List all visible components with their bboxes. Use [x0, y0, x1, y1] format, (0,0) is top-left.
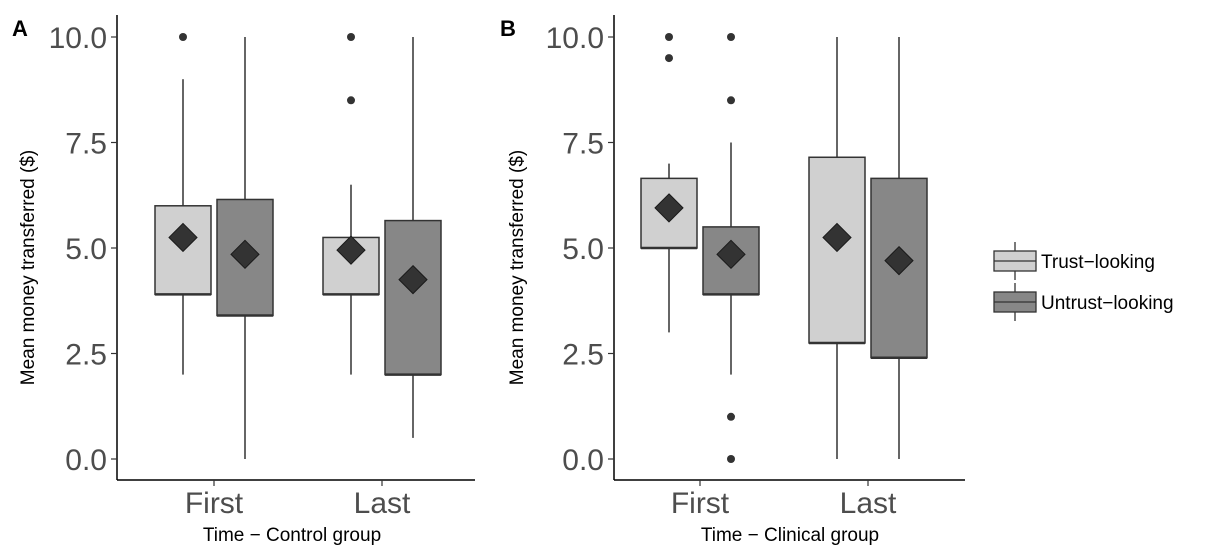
- y-tick-label: 0.0: [562, 444, 604, 477]
- outlier-point: [179, 33, 187, 41]
- outlier-point: [347, 96, 355, 105]
- legend-label: Untrust−looking: [1041, 293, 1174, 314]
- outlier-point: [727, 455, 735, 463]
- y-tick-label: 10.0: [49, 22, 107, 55]
- legend: Trust−looking Untrust−looking: [993, 242, 1174, 321]
- x-tick-label: Last: [354, 487, 411, 520]
- mean-marker: [230, 239, 260, 270]
- panel-tag: B: [500, 16, 516, 41]
- y-tick-label: 2.5: [562, 339, 604, 372]
- mean-marker: [398, 264, 428, 295]
- x-axis-title: Time − Clinical group: [701, 525, 879, 546]
- panel-a: A 0.0 2.5 5.0 7.5 10.0 First Last Time − Control…: [12, 15, 475, 546]
- y-tick-label: 2.5: [65, 339, 107, 372]
- outlier-point: [665, 33, 673, 41]
- x-tick-label: Last: [840, 487, 897, 520]
- y-tick-label: 5.0: [562, 233, 604, 266]
- y-tick-label: 7.5: [562, 128, 604, 161]
- y-tick-label: 7.5: [65, 128, 107, 161]
- x-axis-title: Time − Control group: [203, 525, 381, 546]
- mean-marker: [168, 222, 198, 253]
- mean-marker: [716, 239, 746, 270]
- box-body: [384, 219, 442, 376]
- mean-marker: [654, 193, 684, 223]
- mean-marker: [336, 235, 366, 265]
- mean-marker: [822, 222, 852, 253]
- y-axis-title: Mean money transferred ($): [18, 150, 39, 386]
- y-tick-label: 0.0: [65, 444, 107, 477]
- outlier-point: [727, 412, 735, 421]
- y-tick-label: 10.0: [546, 22, 604, 55]
- panel-tag: A: [12, 16, 28, 41]
- mean-marker: [884, 245, 914, 276]
- y-axis-title: Mean money transferred ($): [507, 150, 528, 386]
- legend-label: Trust−looking: [1041, 252, 1155, 273]
- x-tick-label: First: [671, 487, 730, 520]
- outlier-point: [665, 54, 673, 63]
- y-tick-label: 5.0: [65, 233, 107, 266]
- outlier-point: [727, 33, 735, 41]
- outlier-point: [727, 96, 735, 105]
- panel-b: B 0.0 2.5 5.0 7.5 10.0 First Last Time − Clinica…: [500, 15, 965, 546]
- x-tick-label: First: [185, 487, 244, 520]
- outlier-point: [347, 33, 355, 41]
